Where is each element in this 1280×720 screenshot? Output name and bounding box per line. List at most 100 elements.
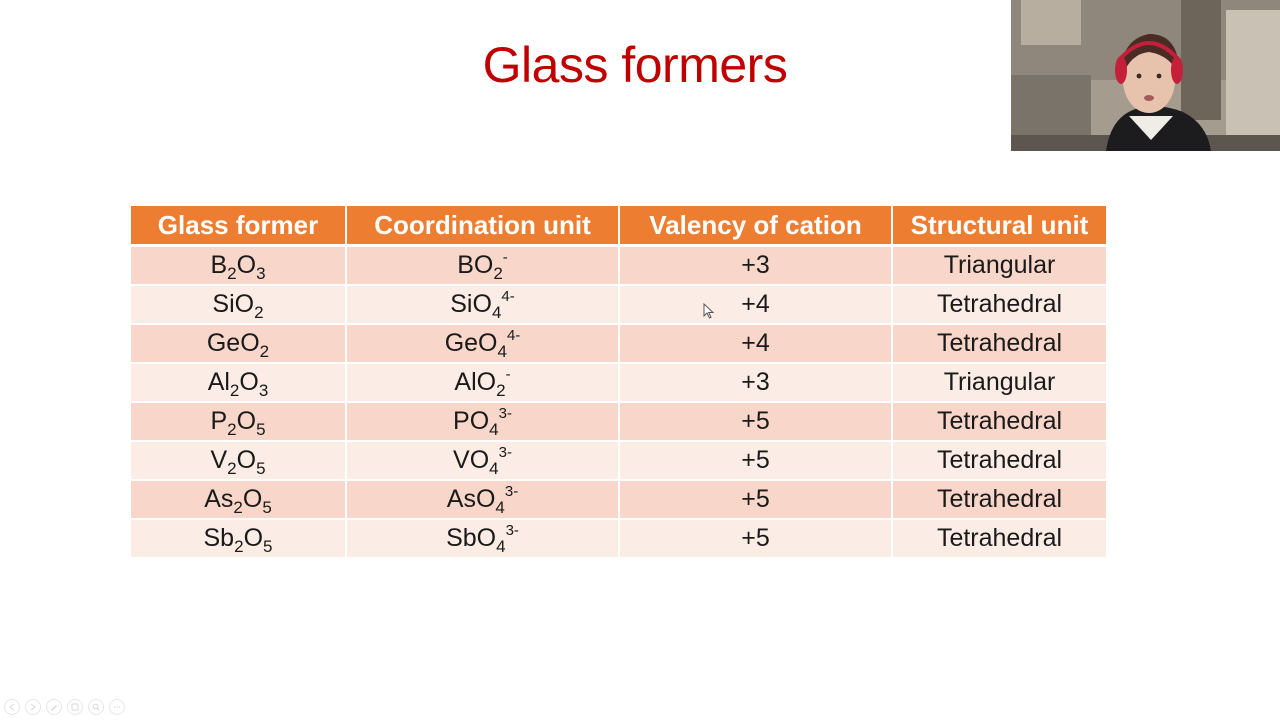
header-valency-of-cation: Valency of cation <box>619 206 893 247</box>
table-body: B2O3 BO2- +3 Triangular SiO2 SiO44- +4 Tetrahed… <box>131 245 1106 559</box>
next-icon <box>30 703 36 711</box>
formula-subscript: 2 <box>229 381 240 400</box>
formula-subscript: 2 <box>234 537 244 556</box>
cell-coordination-unit: PO43- <box>346 402 620 442</box>
formula-part: GeO <box>444 329 498 357</box>
formula-part: Sb <box>203 524 235 552</box>
table-row: Sb2O5 SbO43- +5 Tetrahedral <box>131 519 1106 559</box>
formula-part: B <box>210 251 228 279</box>
formula-subscript: 3 <box>258 381 269 400</box>
formula-part: P <box>210 407 228 435</box>
cell-coordination-unit: SbO43- <box>346 519 620 559</box>
formula-subscript: 2 <box>254 303 264 322</box>
previous-icon <box>9 703 15 711</box>
cell-valency: +5 <box>619 402 893 442</box>
formula-subscript: 4 <box>489 459 499 478</box>
formula-charge: - <box>505 366 511 383</box>
presenter-video-icon <box>1011 0 1280 151</box>
cell-glass-former: Sb2O5 <box>131 519 347 559</box>
cell-glass-former: V2O5 <box>131 441 347 481</box>
cell-structural-unit: Tetrahedral <box>892 519 1106 559</box>
pen-button[interactable] <box>46 699 62 715</box>
cell-valency: +5 <box>619 480 893 520</box>
formula-subscript: 2 <box>496 381 506 400</box>
cell-valency: +5 <box>619 441 893 481</box>
formula-part: SbO <box>446 524 497 552</box>
cell-glass-former: P2O5 <box>131 402 347 442</box>
see-all-slides-button[interactable] <box>67 699 83 715</box>
formula-subscript: 5 <box>256 459 266 478</box>
slides-icon <box>71 703 79 711</box>
formula-charge: 4- <box>501 288 515 305</box>
formula-part: VO <box>453 446 490 474</box>
formula-part: O <box>236 446 257 474</box>
formula-charge: 3- <box>498 405 512 422</box>
zoom-icon <box>92 703 100 711</box>
cell-structural-unit: Tetrahedral <box>892 324 1106 364</box>
table-header-row: Glass former Coordination unit Valency o… <box>131 206 1106 247</box>
formula-subscript: 5 <box>262 498 272 517</box>
cell-valency: +4 <box>619 285 893 325</box>
formula-subscript: 2 <box>259 342 270 361</box>
formula-subscript: 5 <box>256 420 266 439</box>
cell-coordination-unit: VO43- <box>346 441 620 481</box>
formula-part: AlO <box>454 368 497 396</box>
formula-part: BO <box>457 251 494 279</box>
formula-subscript: 4 <box>497 342 507 361</box>
formula-part: SiO <box>450 290 492 318</box>
table-row: As2O5 AsO43- +5 Tetrahedral <box>131 480 1106 520</box>
more-options-button[interactable] <box>109 699 125 715</box>
formula-part: AsO <box>446 485 496 513</box>
cell-valency: +3 <box>619 363 893 403</box>
cell-glass-former: GeO2 <box>131 324 347 364</box>
table-row: V2O5 VO43- +5 Tetrahedral <box>131 441 1106 481</box>
table-row: P2O5 PO43- +5 Tetrahedral <box>131 402 1106 442</box>
cell-coordination-unit: BO2- <box>346 245 620 286</box>
cell-structural-unit: Tetrahedral <box>892 285 1106 325</box>
table-row: Al2O3 AlO2- +3 Triangular <box>131 363 1106 403</box>
formula-subscript: 2 <box>227 420 237 439</box>
cell-structural-unit: Tetrahedral <box>892 480 1106 520</box>
cell-valency: +3 <box>619 245 893 286</box>
formula-part: O <box>236 407 257 435</box>
formula-part: O <box>243 524 264 552</box>
cell-coordination-unit: AsO43- <box>346 480 620 520</box>
formula-subscript: 4 <box>489 420 499 439</box>
formula-subscript: 2 <box>233 498 243 517</box>
pen-icon <box>51 705 57 711</box>
previous-slide-button[interactable] <box>4 699 20 715</box>
cell-glass-former: B2O3 <box>131 245 347 286</box>
cell-glass-former: As2O5 <box>131 480 347 520</box>
cell-glass-former: SiO2 <box>131 285 347 325</box>
cell-coordination-unit: SiO44- <box>346 285 620 325</box>
header-structural-unit: Structural unit <box>892 206 1106 247</box>
cell-coordination-unit: GeO44- <box>346 324 620 364</box>
formula-charge: 3- <box>505 522 519 539</box>
glass-formers-table: Glass former Coordination unit Valency o… <box>131 206 1106 559</box>
slide-title: Glass formers <box>482 37 788 93</box>
formula-part: SiO <box>212 290 255 318</box>
cell-coordination-unit: AlO2- <box>346 363 620 403</box>
formula-part: O <box>236 251 257 279</box>
formula-part: V <box>210 446 228 474</box>
header-glass-former: Glass former <box>131 206 347 247</box>
zoom-button[interactable] <box>88 699 104 715</box>
next-slide-button[interactable] <box>25 699 41 715</box>
formula-subscript: 3 <box>256 264 266 283</box>
formula-charge: 3- <box>504 483 519 500</box>
formula-subscript: 2 <box>227 459 237 478</box>
formula-subscript: 2 <box>493 264 503 283</box>
formula-part: O <box>242 485 263 513</box>
more-icon <box>113 706 121 708</box>
mouse-cursor-icon <box>703 303 715 319</box>
formula-charge: 4- <box>506 327 521 344</box>
cell-valency: +4 <box>619 324 893 364</box>
formula-part: As <box>204 485 234 513</box>
formula-subscript: 5 <box>263 537 273 556</box>
formula-subscript: 2 <box>227 264 237 283</box>
webcam-overlay <box>1011 0 1280 151</box>
cell-valency: +5 <box>619 519 893 559</box>
formula-subscript: 4 <box>496 537 506 556</box>
table-row: SiO2 SiO44- +4 Tetrahedral <box>131 285 1106 325</box>
header-coordination-unit: Coordination unit <box>346 206 620 247</box>
